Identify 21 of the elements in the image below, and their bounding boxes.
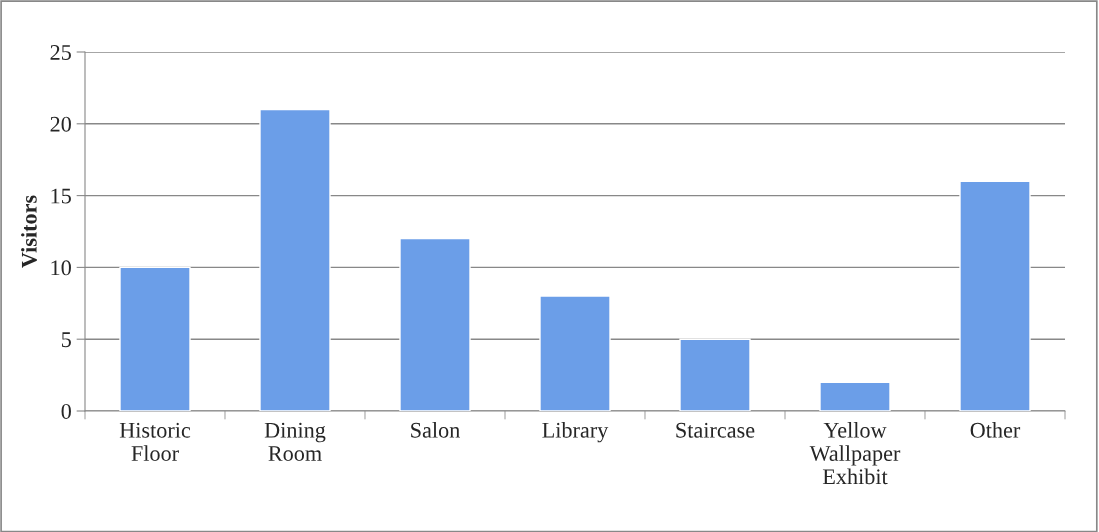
x-tick-label: Staircase xyxy=(676,422,755,438)
bar xyxy=(119,266,191,411)
x-tick-label: Library xyxy=(542,422,609,443)
y-tick-label: 25 xyxy=(50,44,71,60)
bar xyxy=(679,338,751,411)
bar xyxy=(539,295,611,411)
x-tick-label: Salon xyxy=(411,422,460,438)
x-tick-label: Historic Floor xyxy=(119,422,191,461)
y-tick-label: 10 xyxy=(51,260,71,276)
y-tick-label: 20 xyxy=(50,116,71,132)
y-axis-title: Visitors xyxy=(21,195,37,268)
bar xyxy=(259,108,331,411)
y-tick-label: 15 xyxy=(51,188,71,204)
y-tick-label: 0 xyxy=(61,403,71,419)
y-tick-label: 5 xyxy=(61,332,71,348)
bar xyxy=(399,237,471,411)
x-tick-label: Other xyxy=(970,422,1021,438)
bar xyxy=(819,381,891,411)
bar xyxy=(959,180,1031,411)
x-tick-label: Dining Room xyxy=(264,422,326,461)
x-tick-label: Yellow Wallpaper Exhibit xyxy=(809,422,901,485)
